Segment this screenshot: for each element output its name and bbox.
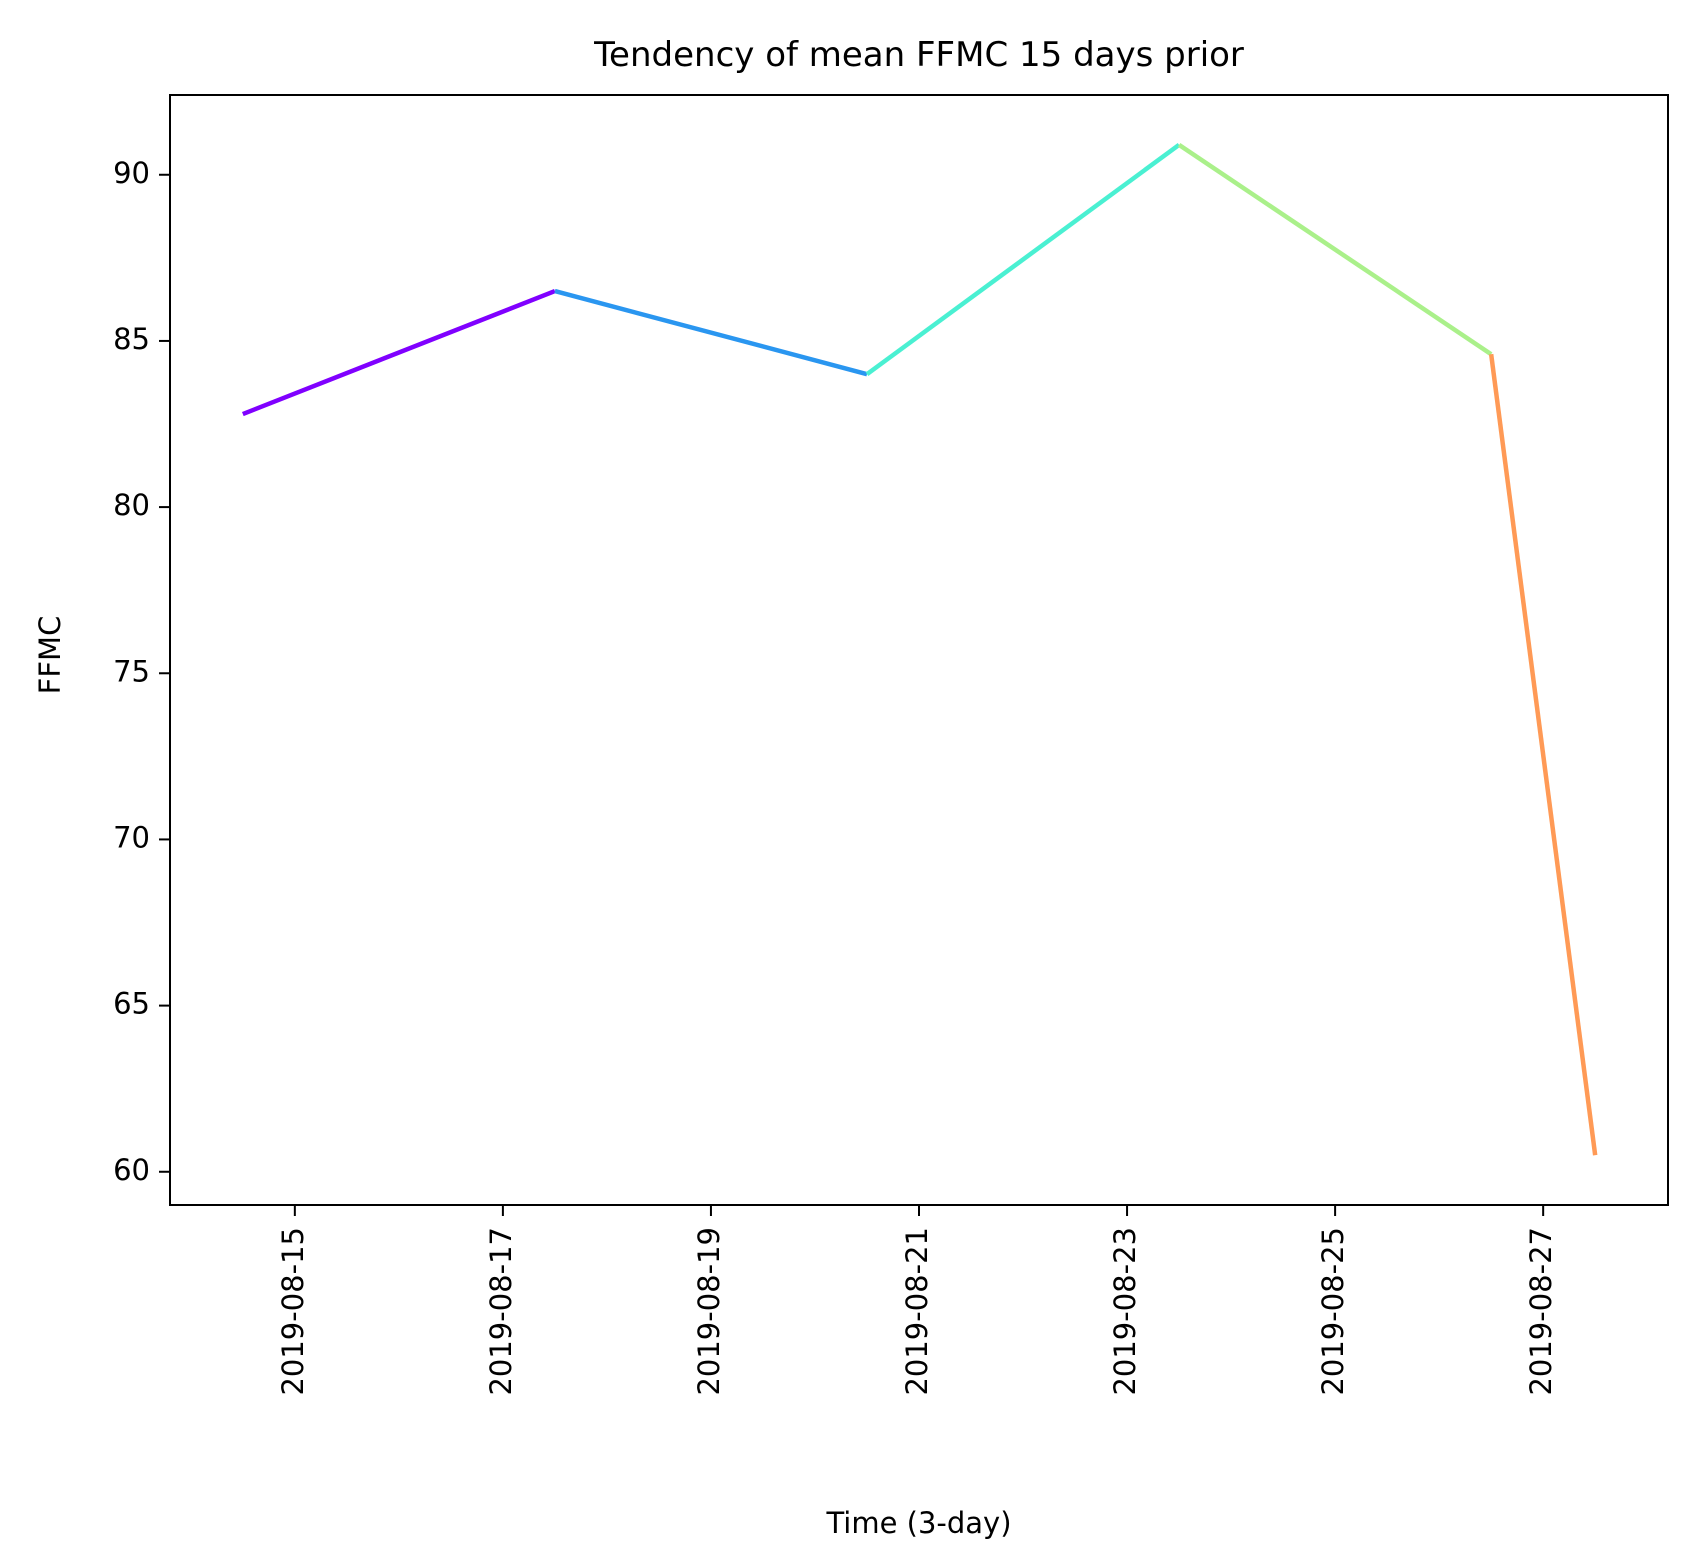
x-axis-label: Time (3-day) — [825, 1506, 1011, 1540]
y-tick-label: 60 — [113, 1153, 150, 1187]
x-tick-label: 2019-08-15 — [276, 1227, 310, 1396]
x-tick-label: 2019-08-23 — [1108, 1227, 1142, 1396]
line-segment — [554, 288, 868, 377]
y-axis: 60 65 70 75 80 85 90 — [113, 156, 170, 1187]
y-tick-label: 70 — [113, 820, 150, 854]
x-tick-label: 2019-08-21 — [900, 1227, 934, 1396]
ffmc-series — [241, 142, 1598, 1156]
y-tick-label: 80 — [113, 488, 150, 522]
y-axis-label: FFMC — [33, 616, 67, 695]
plot-frame — [169, 94, 1669, 1206]
x-tick-label: 2019-08-25 — [1316, 1227, 1350, 1396]
y-tick-label: 75 — [113, 654, 150, 688]
line-segment — [865, 143, 1181, 376]
chart-title: Tendency of mean FFMC 15 days prior — [593, 35, 1244, 75]
line-segment — [1488, 353, 1598, 1156]
x-tick-label: 2019-08-19 — [692, 1227, 726, 1396]
y-tick-label: 90 — [113, 156, 150, 190]
x-axis: 2019-08-15 2019-08-17 2019-08-19 2019-08-21… — [276, 1205, 1558, 1396]
x-tick-label: 2019-08-17 — [484, 1227, 518, 1396]
line-segment — [1177, 142, 1493, 357]
line-segment — [241, 288, 556, 417]
y-tick-label: 85 — [113, 322, 150, 356]
x-tick-label: 2019-08-27 — [1524, 1227, 1558, 1396]
y-tick-label: 65 — [113, 987, 150, 1021]
